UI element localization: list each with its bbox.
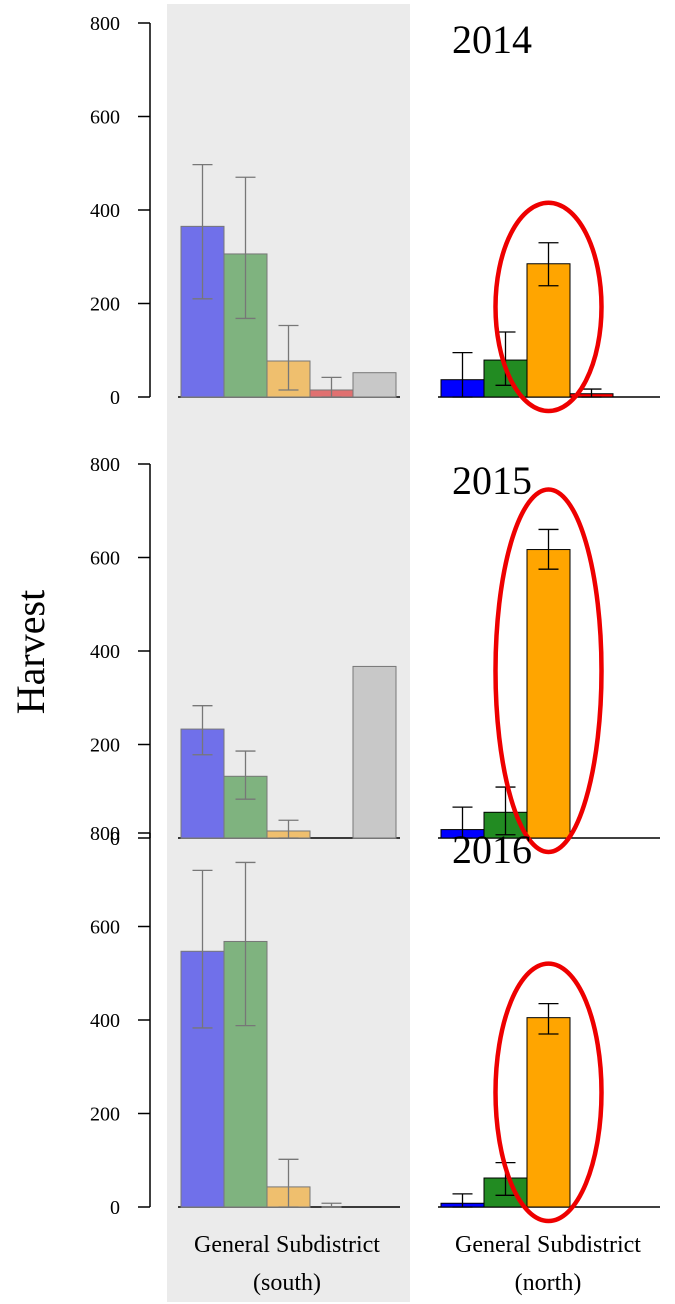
x-label-north-line1: General Subdistrict [455, 1232, 641, 1258]
highlight-ellipse [493, 200, 604, 414]
panel-2015: 0 200 400 600 800 2015 [90, 454, 660, 855]
y-tick-label: 0 [110, 828, 120, 850]
highlight-ellipse [493, 961, 604, 1224]
chart-panels: 0 200 400 600 800 2014 0 200 400 600 800 2015 0 200 40… [90, 13, 660, 1224]
year-label-2015: 2015 [452, 458, 532, 503]
y-tick-label: 400 [90, 641, 120, 663]
y-tick-label: 0 [110, 387, 120, 409]
y-tick-label: 800 [90, 454, 120, 476]
x-label-south-line2: (south) [253, 1270, 321, 1296]
north-bar [526, 549, 571, 839]
x-label-south-line1: General Subdistrict [194, 1232, 380, 1258]
highlight-ellipse [493, 487, 604, 855]
y-tick-label: 200 [90, 1104, 120, 1126]
y-tick-label: 600 [90, 107, 120, 129]
y-tick-label: 200 [90, 735, 120, 757]
y-axis-label: Harvest [8, 590, 53, 714]
north-bar [526, 1017, 571, 1208]
y-tick-label: 400 [90, 200, 120, 222]
y-tick-label: 0 [110, 1197, 120, 1219]
y-tick-label: 800 [90, 13, 120, 35]
y-tick-label: 600 [90, 548, 120, 570]
y-tick-label: 200 [90, 294, 120, 316]
year-label-2014: 2014 [452, 17, 532, 62]
x-label-north-line2: (north) [515, 1270, 582, 1296]
south-bar [352, 665, 397, 839]
panel-2016: 0 200 400 600 800 2016 [90, 823, 660, 1224]
panel-2014: 0 200 400 600 800 2014 [90, 13, 660, 414]
y-tick-label: 600 [90, 917, 120, 939]
y-tick-label: 800 [90, 823, 120, 845]
south-bar [352, 372, 397, 398]
y-tick-label: 400 [90, 1010, 120, 1032]
year-label-2016: 2016 [452, 827, 532, 872]
